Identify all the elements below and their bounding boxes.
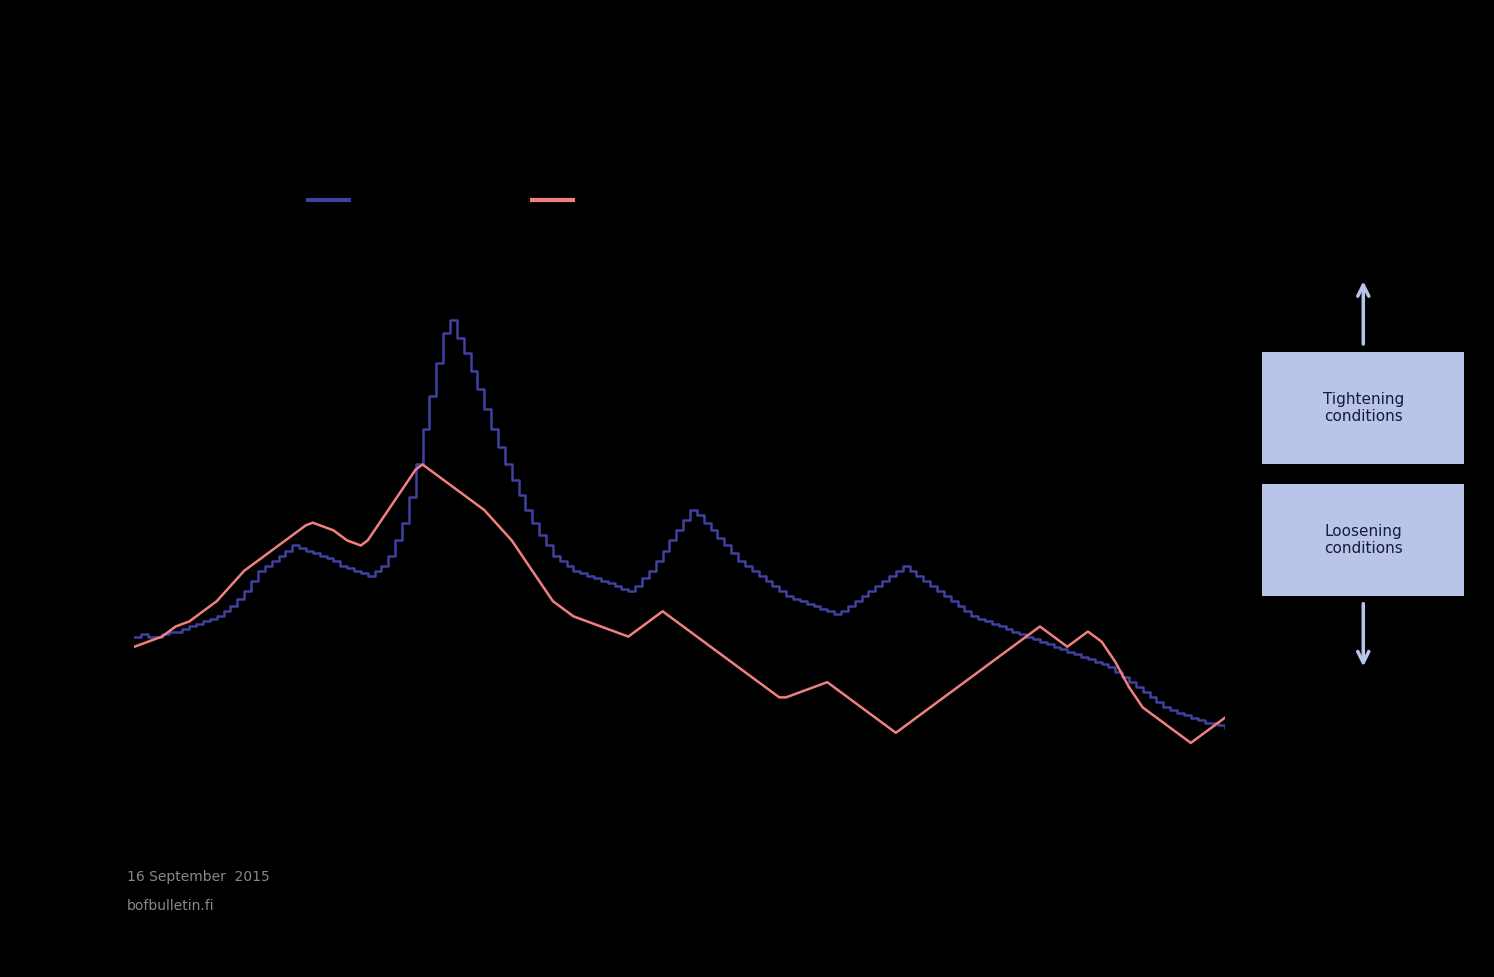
Text: Tightening
conditions: Tightening conditions	[1322, 392, 1404, 424]
Text: bofbulletin.fi: bofbulletin.fi	[127, 900, 215, 913]
Text: 16 September  2015: 16 September 2015	[127, 871, 270, 884]
Text: Loosening
conditions: Loosening conditions	[1324, 524, 1403, 556]
